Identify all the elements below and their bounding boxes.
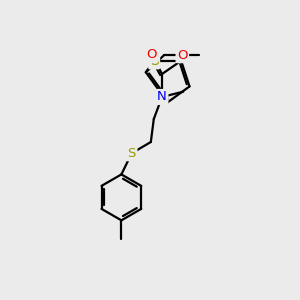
- Text: O: O: [177, 49, 188, 62]
- Text: N: N: [157, 91, 167, 103]
- Text: S: S: [128, 147, 136, 160]
- Text: O: O: [146, 48, 157, 62]
- Text: S: S: [150, 54, 158, 68]
